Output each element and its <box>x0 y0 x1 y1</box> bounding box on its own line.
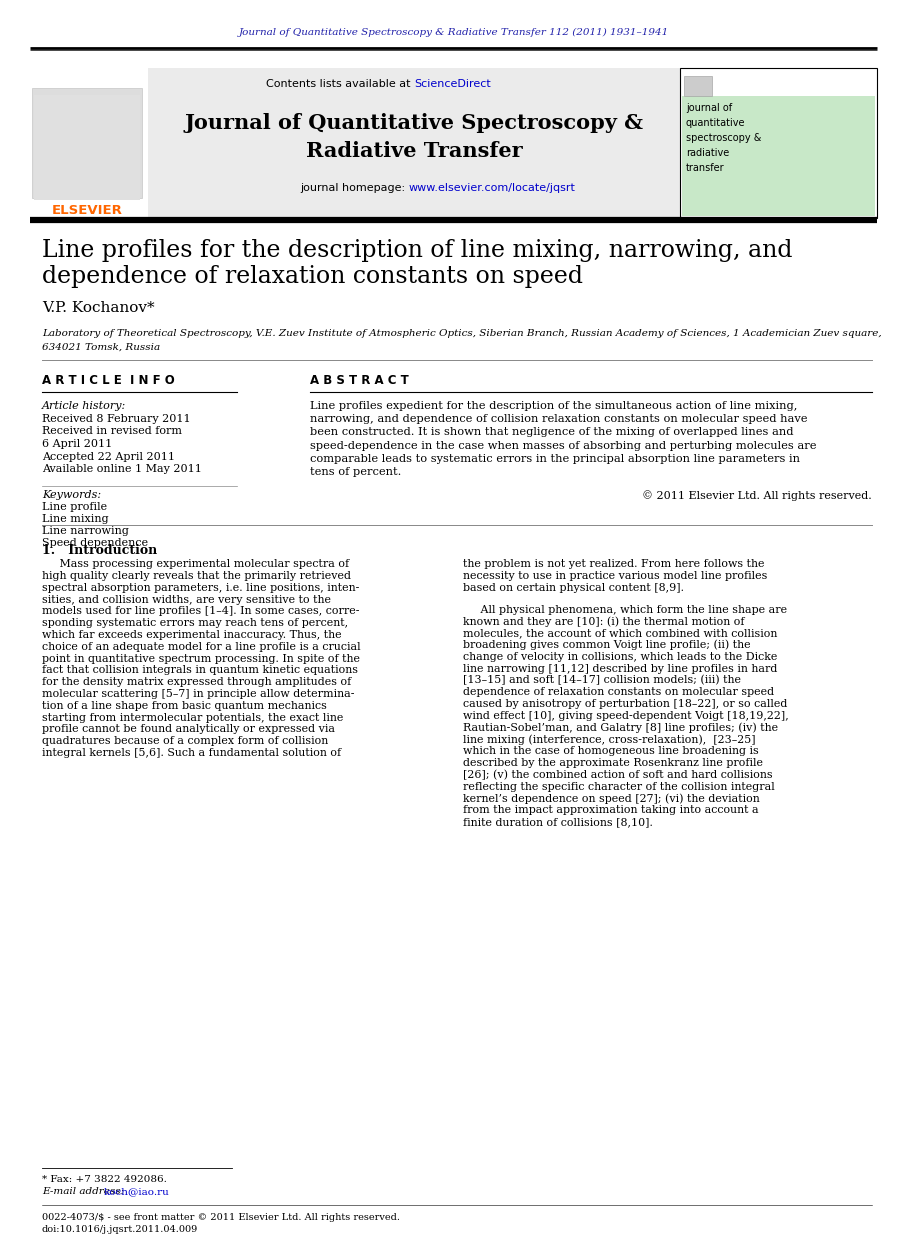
Text: quantitative: quantitative <box>686 118 746 128</box>
Text: molecules, the account of which combined with collision: molecules, the account of which combined… <box>463 628 777 639</box>
Text: integral kernels [5,6]. Such a fundamental solution of: integral kernels [5,6]. Such a fundament… <box>42 748 341 758</box>
Text: Rautian-Sobel’man, and Galatry [8] line profiles; (iv) the: Rautian-Sobel’man, and Galatry [8] line … <box>463 722 778 733</box>
Text: V.P. Kochanov*: V.P. Kochanov* <box>42 301 154 314</box>
Text: Contents lists available at: Contents lists available at <box>266 79 414 89</box>
Text: line narrowing [11,12] described by line profiles in hard: line narrowing [11,12] described by line… <box>463 664 777 673</box>
Text: Line profiles for the description of line mixing, narrowing, and: Line profiles for the description of lin… <box>42 239 793 261</box>
Text: dependence of relaxation constants on speed: dependence of relaxation constants on sp… <box>42 265 583 287</box>
Text: spectral absorption parameters, i.e. line positions, inten-: spectral absorption parameters, i.e. lin… <box>42 583 359 593</box>
Text: models used for line profiles [1–4]. In some cases, corre-: models used for line profiles [1–4]. In … <box>42 607 359 617</box>
Text: Keywords:: Keywords: <box>42 490 101 500</box>
Text: necessity to use in practice various model line profiles: necessity to use in practice various mod… <box>463 571 767 581</box>
Text: Journal of Quantitative Spectroscopy &: Journal of Quantitative Spectroscopy & <box>184 113 643 132</box>
Text: Received in revised form: Received in revised form <box>42 427 182 437</box>
Text: reflecting the specific character of the collision integral: reflecting the specific character of the… <box>463 781 775 791</box>
FancyBboxPatch shape <box>30 68 148 218</box>
Text: change of velocity in collisions, which leads to the Dicke: change of velocity in collisions, which … <box>463 651 777 662</box>
Text: ELSEVIER: ELSEVIER <box>52 203 122 217</box>
FancyBboxPatch shape <box>684 76 712 97</box>
Text: been constructed. It is shown that negligence of the mixing of overlapped lines : been constructed. It is shown that negli… <box>310 427 794 437</box>
Text: Line profile: Line profile <box>42 503 107 513</box>
Text: for the density matrix expressed through amplitudes of: for the density matrix expressed through… <box>42 677 351 687</box>
FancyBboxPatch shape <box>148 68 680 218</box>
Text: All physical phenomena, which form the line shape are: All physical phenomena, which form the l… <box>463 604 787 614</box>
Text: Speed dependence: Speed dependence <box>42 539 148 548</box>
Text: Article history:: Article history: <box>42 401 126 411</box>
Text: tion of a line shape from basic quantum mechanics: tion of a line shape from basic quantum … <box>42 701 327 711</box>
Text: the problem is not yet realized. From here follows the: the problem is not yet realized. From he… <box>463 560 765 569</box>
Text: journal of: journal of <box>686 103 732 113</box>
Text: 0022-4073/$ - see front matter © 2011 Elsevier Ltd. All rights reserved.: 0022-4073/$ - see front matter © 2011 El… <box>42 1213 400 1222</box>
Text: line mixing (interference, cross-relaxation),  [23–25]: line mixing (interference, cross-relaxat… <box>463 734 756 745</box>
Text: narrowing, and dependence of collision relaxation constants on molecular speed h: narrowing, and dependence of collision r… <box>310 415 807 425</box>
Text: journal homepage:: journal homepage: <box>300 183 409 193</box>
Text: [13–15] and soft [14–17] collision models; (iii) the: [13–15] and soft [14–17] collision model… <box>463 675 741 686</box>
Text: which in the case of homogeneous line broadening is: which in the case of homogeneous line br… <box>463 747 759 756</box>
Text: transfer: transfer <box>686 163 725 173</box>
Text: Available online 1 May 2011: Available online 1 May 2011 <box>42 464 202 474</box>
Text: Accepted 22 April 2011: Accepted 22 April 2011 <box>42 452 175 462</box>
Text: fact that collision integrals in quantum kinetic equations: fact that collision integrals in quantum… <box>42 665 358 676</box>
Text: molecular scattering [5–7] in principle allow determina-: molecular scattering [5–7] in principle … <box>42 690 355 699</box>
Text: Journal of Quantitative Spectroscopy & Radiative Transfer 112 (2011) 1931–1941: Journal of Quantitative Spectroscopy & R… <box>239 27 668 37</box>
Text: Laboratory of Theoretical Spectroscopy, V.E. Zuev Institute of Atmospheric Optic: Laboratory of Theoretical Spectroscopy, … <box>42 329 882 338</box>
Text: point in quantitative spectrum processing. In spite of the: point in quantitative spectrum processin… <box>42 654 360 664</box>
Text: finite duration of collisions [8,10].: finite duration of collisions [8,10]. <box>463 817 653 827</box>
Text: comparable leads to systematic errors in the principal absorption line parameter: comparable leads to systematic errors in… <box>310 454 800 464</box>
Text: www.elsevier.com/locate/jqsrt: www.elsevier.com/locate/jqsrt <box>409 183 576 193</box>
FancyBboxPatch shape <box>680 68 877 218</box>
Text: based on certain physical content [8,9].: based on certain physical content [8,9]. <box>463 583 684 593</box>
Text: broadening gives common Voigt line profile; (ii) the: broadening gives common Voigt line profi… <box>463 640 751 650</box>
Text: * Fax: +7 3822 492086.: * Fax: +7 3822 492086. <box>42 1176 167 1185</box>
Text: Line mixing: Line mixing <box>42 515 109 525</box>
Text: Line narrowing: Line narrowing <box>42 526 129 536</box>
Text: high quality clearly reveals that the primarily retrieved: high quality clearly reveals that the pr… <box>42 571 351 581</box>
Text: profile cannot be found analytically or expressed via: profile cannot be found analytically or … <box>42 724 335 734</box>
Text: A B S T R A C T: A B S T R A C T <box>310 374 409 386</box>
Text: described by the approximate Rosenkranz line profile: described by the approximate Rosenkranz … <box>463 758 763 768</box>
Text: sponding systematic errors may reach tens of percent,: sponding systematic errors may reach ten… <box>42 618 348 628</box>
Text: E-mail address:: E-mail address: <box>42 1187 124 1196</box>
Text: starting from intermolecular potentials, the exact line: starting from intermolecular potentials,… <box>42 713 344 723</box>
Text: ScienceDirect: ScienceDirect <box>414 79 491 89</box>
Text: dependence of relaxation constants on molecular speed: dependence of relaxation constants on mo… <box>463 687 775 697</box>
Text: 6 April 2011: 6 April 2011 <box>42 439 112 449</box>
FancyBboxPatch shape <box>32 88 142 198</box>
Text: 1.   Introduction: 1. Introduction <box>42 543 157 557</box>
Text: known and they are [10]: (i) the thermal motion of: known and they are [10]: (i) the thermal… <box>463 617 745 626</box>
Text: [26]; (v) the combined action of soft and hard collisions: [26]; (v) the combined action of soft an… <box>463 770 773 780</box>
Text: wind effect [10], giving speed-dependent Voigt [18,19,22],: wind effect [10], giving speed-dependent… <box>463 711 789 721</box>
Text: choice of an adequate model for a line profile is a crucial: choice of an adequate model for a line p… <box>42 641 361 651</box>
Text: which far exceeds experimental inaccuracy. Thus, the: which far exceeds experimental inaccurac… <box>42 630 342 640</box>
Text: Radiative Transfer: Radiative Transfer <box>306 141 522 161</box>
Text: speed-dependence in the case when masses of absorbing and perturbing molecules a: speed-dependence in the case when masses… <box>310 441 816 451</box>
Text: A R T I C L E  I N F O: A R T I C L E I N F O <box>42 374 175 386</box>
Text: radiative: radiative <box>686 149 729 158</box>
Text: kernel’s dependence on speed [27]; (vi) the deviation: kernel’s dependence on speed [27]; (vi) … <box>463 794 760 803</box>
Text: from the impact approximation taking into account a: from the impact approximation taking int… <box>463 805 758 815</box>
Text: © 2011 Elsevier Ltd. All rights reserved.: © 2011 Elsevier Ltd. All rights reserved… <box>642 490 872 500</box>
Text: Line profiles expedient for the description of the simultaneous action of line m: Line profiles expedient for the descript… <box>310 401 797 411</box>
Text: caused by anisotropy of perturbation [18–22], or so called: caused by anisotropy of perturbation [18… <box>463 699 787 709</box>
Text: 634021 Tomsk, Russia: 634021 Tomsk, Russia <box>42 343 161 352</box>
Text: Received 8 February 2011: Received 8 February 2011 <box>42 413 190 423</box>
Text: tens of percent.: tens of percent. <box>310 467 402 477</box>
Text: Mass processing experimental molecular spectra of: Mass processing experimental molecular s… <box>42 560 349 569</box>
FancyBboxPatch shape <box>682 97 875 215</box>
Text: quadratures because of a complex form of collision: quadratures because of a complex form of… <box>42 737 328 747</box>
Text: sities, and collision widths, are very sensitive to the: sities, and collision widths, are very s… <box>42 594 331 604</box>
Text: spectroscopy &: spectroscopy & <box>686 132 761 144</box>
Text: koch@iao.ru: koch@iao.ru <box>104 1187 170 1196</box>
FancyBboxPatch shape <box>34 95 140 201</box>
Text: doi:10.1016/j.jqsrt.2011.04.009: doi:10.1016/j.jqsrt.2011.04.009 <box>42 1224 199 1233</box>
